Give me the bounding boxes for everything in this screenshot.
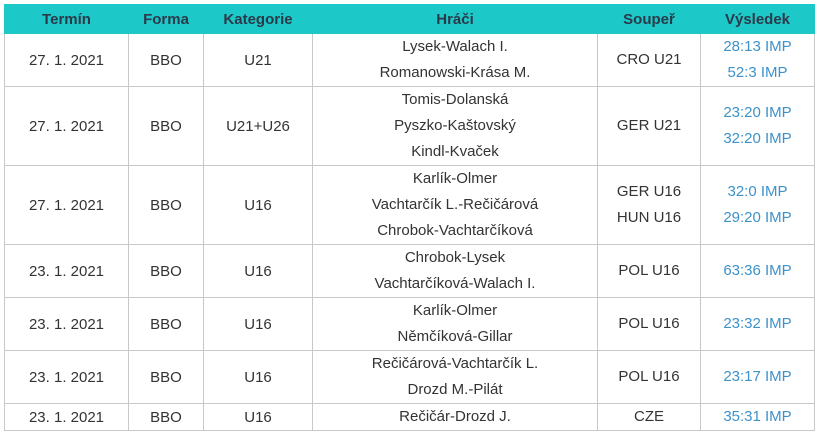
form-cell: BBO [128,165,204,245]
table-row: 27. 1. 2021 BBO U21 Lysek-Walach I. Romanows… [4,33,815,87]
player: Tomis-Dolanská [401,91,509,108]
player: Karlík-Olmer [412,170,498,187]
players-cell: Karlík-Olmer Vachtarčík L.-Rečičárová Chro… [312,165,598,245]
results-cell: 23:20 IMP 32:20 IMP [700,86,815,166]
opponents-cell: POL U16 [597,244,701,298]
player: Drozd M.-Pilát [407,381,503,398]
player: Vachtarčíková-Walach I. [374,275,536,292]
table-row: 23. 1. 2021 BBO U16 Chrobok-Lysek Vachtarčík… [4,244,815,298]
column-header: Termín [4,4,129,34]
column-header: Forma [128,4,204,34]
opponents-cell: GER U21 [597,86,701,166]
table-row: 27. 1. 2021 BBO U16 Karlík-Olmer Vachtarčík … [4,165,815,245]
table-row: 23. 1. 2021 BBO U16 Rečičár-Drozd J. CZE 35:3… [4,403,815,431]
column-header: Soupeř [597,4,701,34]
opponent: POL U16 [618,262,680,279]
table-row: 23. 1. 2021 BBO U16 Karlík-Olmer Němčíková-G… [4,297,815,351]
category-cell: U16 [203,403,313,431]
category-cell: U16 [203,244,313,298]
form-cell: BBO [128,244,204,298]
player: Chrobok-Lysek [404,249,506,266]
date-cell: 27. 1. 2021 [4,33,129,87]
opponents-cell: GER U16 HUN U16 [597,165,701,245]
result-link[interactable]: 29:20 IMP [723,209,792,226]
players-cell: Karlík-Olmer Němčíková-Gillar [312,297,598,351]
results-cell: 63:36 IMP [700,244,815,298]
opponent: CRO U21 [616,51,682,68]
header-row: Termín Forma Kategorie Hráči Soupeř Výsledek [4,4,815,34]
column-header: Výsledek [700,4,815,34]
players-cell: Lysek-Walach I. Romanowski-Krása M. [312,33,598,87]
date-cell: 23. 1. 2021 [4,297,129,351]
category-cell: U21+U26 [203,86,313,166]
opponents-cell: CRO U21 [597,33,701,87]
opponent: CZE [634,408,664,425]
results-cell: 28:13 IMP 52:3 IMP [700,33,815,87]
results-table: Termín Forma Kategorie Hráči Soupeř Výsledek … [4,4,815,431]
result-link[interactable]: 32:0 IMP [727,183,788,200]
date-cell: 27. 1. 2021 [4,165,129,245]
table-row: 27. 1. 2021 BBO U21+U26 Tomis-Dolanská Pyszk… [4,86,815,166]
opponent: POL U16 [618,315,680,332]
form-cell: BBO [128,86,204,166]
opponent: GER U21 [616,117,682,134]
table-row: 23. 1. 2021 BBO U16 Rečičárová-Vachtarčík L… [4,350,815,404]
result-link[interactable]: 63:36 IMP [723,262,792,279]
player: Rečičárová-Vachtarčík L. [371,355,539,372]
player: Chrobok-Vachtarčíková [377,222,533,239]
results-cell: 23:17 IMP [700,350,815,404]
category-cell: U16 [203,350,313,404]
form-cell: BBO [128,403,204,431]
player: Lysek-Walach I. [402,38,508,55]
date-cell: 23. 1. 2021 [4,350,129,404]
player: Němčíková-Gillar [397,328,513,345]
opponents-cell: CZE [597,403,701,431]
form-cell: BBO [128,350,204,404]
opponent: POL U16 [618,368,680,385]
category-cell: U16 [203,297,313,351]
table-body: 27. 1. 2021 BBO U21 Lysek-Walach I. Romanows… [4,33,815,431]
category-cell: U21 [203,33,313,87]
result-link[interactable]: 23:32 IMP [723,315,792,332]
date-cell: 23. 1. 2021 [4,244,129,298]
result-link[interactable]: 23:17 IMP [723,368,792,385]
result-link[interactable]: 32:20 IMP [723,130,792,147]
opponents-cell: POL U16 [597,350,701,404]
opponents-cell: POL U16 [597,297,701,351]
player: Vachtarčík L.-Rečičárová [371,196,539,213]
players-cell: Chrobok-Lysek Vachtarčíková-Walach I. [312,244,598,298]
result-link[interactable]: 52:3 IMP [727,64,788,81]
result-link[interactable]: 28:13 IMP [723,38,792,55]
results-cell: 23:32 IMP [700,297,815,351]
category-cell: U16 [203,165,313,245]
date-cell: 23. 1. 2021 [4,403,129,431]
player: Rečičár-Drozd J. [399,408,511,425]
form-cell: BBO [128,33,204,87]
opponent: HUN U16 [616,209,682,226]
opponent: GER U16 [616,183,682,200]
player: Karlík-Olmer [412,302,498,319]
players-cell: Rečičárová-Vachtarčík L. Drozd M.-Pilát [312,350,598,404]
player: Pyszko-Kaštovský [394,117,516,134]
player: Kindl-Kvaček [411,143,499,160]
result-link[interactable]: 23:20 IMP [723,104,792,121]
players-cell: Tomis-Dolanská Pyszko-Kaštovský Kindl-Kvač… [312,86,598,166]
players-cell: Rečičár-Drozd J. [312,403,598,431]
date-cell: 27. 1. 2021 [4,86,129,166]
form-cell: BBO [128,297,204,351]
results-cell: 32:0 IMP 29:20 IMP [700,165,815,245]
result-link[interactable]: 35:31 IMP [723,408,792,425]
column-header: Hráči [312,4,598,34]
player: Romanowski-Krása M. [379,64,531,81]
results-cell: 35:31 IMP [700,403,815,431]
column-header: Kategorie [203,4,313,34]
